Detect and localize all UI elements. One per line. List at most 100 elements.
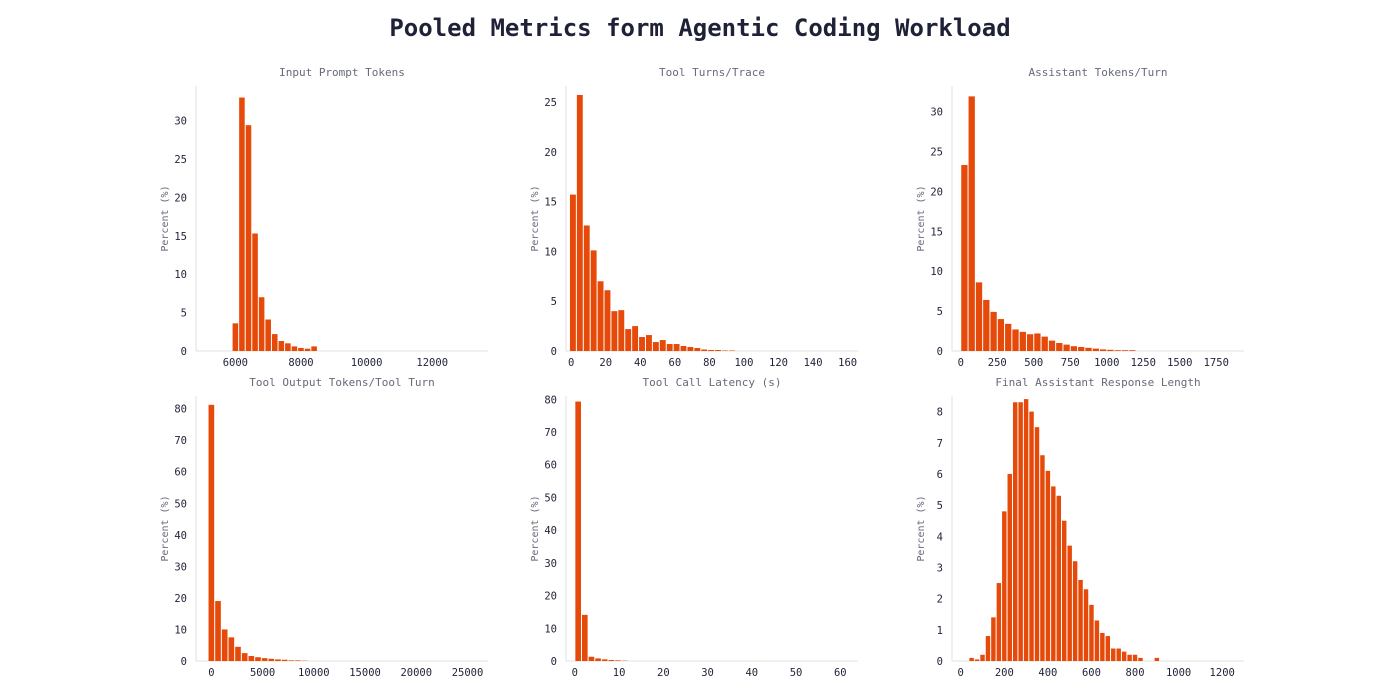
x-tick-label: 30 xyxy=(701,667,714,679)
y-tick-label: 5 xyxy=(551,296,557,308)
histogram-bar xyxy=(611,311,618,351)
histogram-bar xyxy=(975,282,983,351)
x-tick-label: 0 xyxy=(958,667,964,679)
y-tick-label: 40 xyxy=(544,525,557,537)
histogram-bar xyxy=(248,655,255,661)
histogram-bar xyxy=(1114,350,1121,351)
histogram-bar xyxy=(969,657,974,661)
histogram-bar xyxy=(597,281,604,351)
histogram-bar xyxy=(990,311,997,351)
y-tick-label: 4 xyxy=(937,531,943,543)
chart-title: Tool Call Latency (s) xyxy=(642,376,781,389)
histogram-bar xyxy=(271,334,278,351)
y-tick-label: 0 xyxy=(937,656,943,668)
histogram-bar xyxy=(1127,654,1132,661)
histogram-bar xyxy=(261,658,268,661)
y-tick-label: 10 xyxy=(544,246,557,258)
histogram-bar xyxy=(285,343,291,351)
histogram-bar xyxy=(1048,340,1056,351)
y-axis-label: Percent (%) xyxy=(916,495,927,561)
histogram-bar xyxy=(288,660,295,661)
histogram-bar xyxy=(1111,648,1116,661)
x-tick-label: 12000 xyxy=(416,357,448,369)
histogram-bar xyxy=(608,660,615,661)
histogram-bar xyxy=(1005,323,1012,351)
histogram-bar xyxy=(1121,350,1129,351)
x-tick-label: 0 xyxy=(572,667,578,679)
histogram-bar xyxy=(575,401,581,661)
x-tick-label: 140 xyxy=(804,357,823,369)
histogram-bar xyxy=(295,660,301,661)
histogram-bar xyxy=(708,350,715,351)
x-tick-label: 60 xyxy=(669,357,682,369)
histogram-bar xyxy=(291,346,298,351)
histogram-bar xyxy=(1154,657,1160,661)
y-axis-label: Percent (%) xyxy=(916,185,927,251)
y-tick-label: 0 xyxy=(551,346,557,358)
x-tick-label: 0 xyxy=(568,357,574,369)
y-tick-label: 40 xyxy=(174,530,187,542)
y-tick-label: 30 xyxy=(174,561,187,573)
histogram-bar xyxy=(1083,589,1089,661)
x-tick-label: 120 xyxy=(769,357,788,369)
y-tick-label: 30 xyxy=(174,116,187,128)
histogram-bar xyxy=(1034,427,1040,661)
x-tick-label: 600 xyxy=(1082,667,1101,679)
histogram-bar xyxy=(252,233,258,351)
y-tick-label: 50 xyxy=(174,498,187,510)
x-tick-label: 250 xyxy=(988,357,1007,369)
histogram-bar xyxy=(1056,495,1061,661)
x-tick-label: 10000 xyxy=(298,667,330,679)
histogram-bar xyxy=(601,659,608,661)
histogram-bar xyxy=(1078,579,1083,661)
histogram-bar xyxy=(1023,399,1029,661)
histogram-bar xyxy=(1138,657,1143,661)
histogram-bar xyxy=(1092,348,1099,351)
histogram-bar xyxy=(615,660,621,661)
y-tick-label: 20 xyxy=(544,147,557,159)
histogram-bar xyxy=(281,659,288,661)
histogram-bar xyxy=(581,614,588,661)
x-tick-label: 1250 xyxy=(1131,357,1156,369)
histogram-bar xyxy=(1085,347,1092,351)
histogram-bar xyxy=(1045,470,1051,661)
x-tick-label: 1200 xyxy=(1210,667,1235,679)
y-tick-label: 70 xyxy=(544,427,557,439)
histogram-bar xyxy=(278,341,285,351)
histogram-bar xyxy=(228,637,235,661)
y-axis-label: Percent (%) xyxy=(530,185,541,251)
histogram-bar xyxy=(1019,331,1026,351)
y-tick-label: 70 xyxy=(174,435,187,447)
y-tick-label: 25 xyxy=(930,146,943,158)
x-tick-label: 10 xyxy=(613,667,626,679)
histogram-bar xyxy=(687,347,694,351)
histogram-bar xyxy=(275,659,281,661)
x-tick-label: 40 xyxy=(745,667,758,679)
x-tick-label: 1750 xyxy=(1204,357,1229,369)
x-tick-label: 1000 xyxy=(1166,667,1191,679)
x-tick-label: 20 xyxy=(599,357,612,369)
histogram-bar xyxy=(1063,344,1070,351)
histogram-bar xyxy=(1129,350,1136,351)
y-tick-label: 25 xyxy=(544,97,557,109)
histogram-bar xyxy=(996,583,1002,661)
histogram-bar xyxy=(968,96,975,352)
y-tick-label: 10 xyxy=(544,623,557,635)
chart-title: Input Prompt Tokens xyxy=(279,66,405,79)
histogram-bar xyxy=(1132,654,1138,661)
x-tick-label: 8000 xyxy=(288,357,313,369)
histogram-bar xyxy=(1040,455,1045,661)
histogram-bar xyxy=(666,344,673,351)
histogram-bar xyxy=(215,601,221,661)
histogram-bar xyxy=(632,326,639,351)
histogram-bar xyxy=(625,329,632,351)
histogram-bar xyxy=(1012,329,1019,351)
x-tick-label: 80 xyxy=(703,357,716,369)
x-tick-label: 0 xyxy=(208,667,214,679)
y-tick-label: 60 xyxy=(174,467,187,479)
histogram-bar xyxy=(569,194,576,351)
histogram-bar xyxy=(680,346,687,351)
histogram-bar xyxy=(961,165,968,351)
chart-0: Input Prompt Tokens Percent (%) 0 5 10 15 20 25… xyxy=(160,66,488,369)
y-tick-label: 60 xyxy=(544,460,557,472)
